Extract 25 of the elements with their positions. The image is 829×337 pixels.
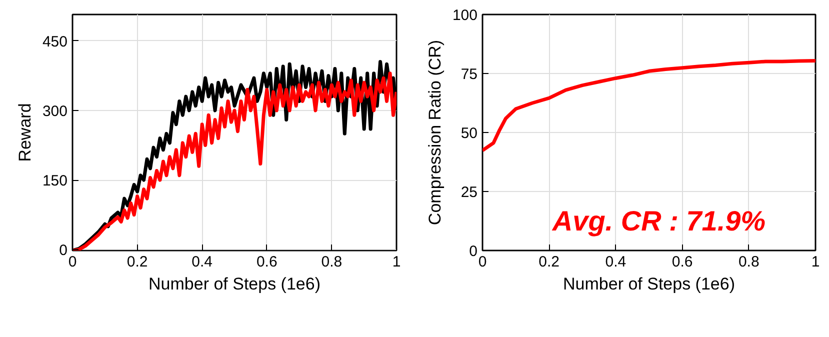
x-tick-label: 0.8 xyxy=(321,254,342,270)
y-tick-label: 25 xyxy=(460,184,478,201)
x-tick-label: 0.6 xyxy=(256,254,278,270)
x-axis-title: Number of Steps (1e6) xyxy=(563,274,735,294)
x-tick-label: 1 xyxy=(811,254,820,270)
x-axis-title: Number of Steps (1e6) xyxy=(148,274,320,294)
x-tick-label: 0.4 xyxy=(605,254,626,270)
x-tick-label: 0.2 xyxy=(538,254,560,270)
y-axis-title: Compression Ratio (CR) xyxy=(425,40,444,226)
y-axis-title: Reward xyxy=(15,103,34,162)
y-tick-label: 0 xyxy=(469,243,478,260)
x-tick-label: 1 xyxy=(392,254,401,270)
y-tick-label: 450 xyxy=(42,33,68,50)
y-tick-label: 100 xyxy=(452,7,478,24)
y-tick-label: 75 xyxy=(460,66,478,83)
y-tick-label: 50 xyxy=(460,125,478,142)
y-tick-label: 300 xyxy=(42,102,68,120)
x-tick-label: 0.4 xyxy=(192,254,213,270)
x-tick-label: 0.2 xyxy=(126,254,148,270)
x-tick-label: 0.8 xyxy=(738,254,760,270)
line-series xyxy=(482,59,816,152)
y-tick-label: 150 xyxy=(42,172,68,190)
x-tick-label: 0.6 xyxy=(672,254,693,270)
y-tick-label: 0 xyxy=(59,242,68,260)
annotation: Avg. CR : 71.9% xyxy=(551,205,766,236)
